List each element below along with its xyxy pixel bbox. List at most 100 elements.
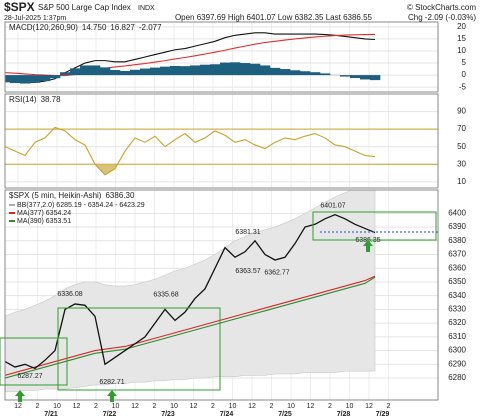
panel: [5, 22, 438, 92]
y-tick-label: 6290: [448, 359, 466, 368]
x-tick-label: 12: [73, 403, 81, 410]
panel-label: RSI(14): [9, 95, 37, 104]
x-tick-label: 10: [53, 403, 61, 410]
histogram-bar: [230, 62, 241, 76]
last-value: -2.077: [139, 23, 162, 32]
histogram-bar: [50, 75, 61, 79]
x-tick-label: 2: [387, 403, 391, 410]
y-tick-label: 6300: [448, 346, 466, 355]
y-tick-label: 6310: [448, 332, 466, 341]
histogram-bar: [170, 65, 181, 76]
price-annotation: 6362.77: [264, 269, 289, 276]
histogram-bar: [40, 75, 51, 82]
y-tick-label: 90: [457, 107, 466, 116]
histogram-bar: [60, 72, 71, 76]
price-annotation: 6336.08: [57, 291, 82, 298]
x-date-label: 7/24: [220, 411, 234, 418]
histogram-bar: [290, 70, 301, 76]
panel: [5, 94, 438, 188]
histogram-bar: [10, 75, 21, 84]
y-tick-label: 6400: [448, 208, 466, 217]
y-tick-label: 10: [457, 177, 466, 186]
histogram-bar: [140, 68, 151, 76]
x-date-label: 7/25: [278, 411, 292, 418]
last-value: 14.750: [82, 23, 107, 32]
series-line: [5, 33, 376, 77]
panel-frame: [4, 93, 439, 189]
overbought-fill: [5, 127, 375, 130]
y-tick-label: 6340: [448, 291, 466, 300]
y-tick-label: 6350: [448, 277, 466, 286]
y-tick-label: -5: [459, 82, 467, 91]
x-tick-label: 10: [112, 403, 120, 410]
exchange: INDX: [138, 5, 155, 12]
histogram-bar: [30, 75, 41, 83]
histogram-bar: [90, 65, 101, 76]
y-tick-label: 6390: [448, 222, 466, 231]
x-tick-label: 10: [287, 403, 295, 410]
histogram-bar: [80, 65, 91, 76]
price-annotation: 6287.27: [17, 373, 42, 380]
price-annotation: 6401.07: [320, 203, 345, 210]
panel: [5, 190, 438, 400]
y-tick-label: 6320: [448, 318, 466, 327]
panel-label: $SPX (5 min, Heikin-Ashi): [9, 191, 102, 200]
histogram-bar: [280, 69, 291, 76]
histogram-bar: [240, 63, 251, 76]
legend-entry: MA(390) 6353.51: [17, 218, 71, 225]
y-tick-label: 5: [462, 58, 467, 67]
histogram-bar: [320, 73, 331, 76]
x-date-label: 7/29: [376, 411, 390, 418]
histogram-bar: [180, 66, 191, 76]
x-tick-label: 10: [229, 403, 237, 410]
x-tick-label: 12: [248, 403, 256, 410]
arrow: [363, 240, 373, 252]
histogram-bar: [100, 67, 111, 76]
y-tick-label: 70: [457, 124, 466, 133]
annotation-box: [57, 307, 221, 391]
histogram-bar: [130, 69, 141, 76]
x-tick-label: 12: [307, 403, 315, 410]
date: 28-Jul-2025 1:37pm: [4, 15, 66, 22]
index-name: S&P 500 Large Cap Index: [38, 3, 131, 12]
histogram-bar: [150, 67, 161, 76]
x-tick-label: 12: [14, 403, 22, 410]
x-date-label: 7/21: [44, 411, 58, 418]
legend-entry: BB(377,2.0) 6285.19 - 6354.24 - 6423.29: [17, 202, 145, 209]
histogram-bar: [20, 75, 31, 84]
panel-label: MACD(120,260,90): [9, 23, 78, 32]
x-tick-label: 12: [131, 403, 139, 410]
annotation-box: [0, 337, 68, 386]
x-tick-label: 2: [36, 403, 40, 410]
histogram-bar: [5, 75, 11, 83]
x-tick-label: 10: [170, 403, 178, 410]
y-tick-label: 6360: [448, 263, 466, 272]
y-tick-label: 6280: [448, 373, 466, 382]
histogram-bar: [110, 70, 121, 76]
histogram-bar: [200, 64, 211, 76]
x-tick-label: 2: [328, 403, 332, 410]
credit: © StockCharts.com: [407, 3, 476, 12]
y-tick-label: 20: [457, 22, 466, 31]
x-tick-label: 12: [365, 403, 373, 410]
y-tick-label: 6380: [448, 236, 466, 245]
last-value: 6386.30: [105, 191, 134, 200]
x-tick-label: 10: [346, 403, 354, 410]
bollinger-band: [5, 190, 376, 393]
legend-entry: MA(377) 6354.24: [17, 210, 71, 217]
histogram-bar: [340, 75, 351, 77]
histogram-bar: [70, 68, 81, 76]
series-line: [5, 32, 376, 83]
price-annotation: 6335.68: [153, 291, 178, 298]
histogram-bar: [360, 75, 371, 80]
histogram-bar: [260, 65, 271, 76]
x-tick-label: 2: [153, 403, 157, 410]
x-tick-label: 2: [211, 403, 215, 410]
arrow: [107, 390, 117, 402]
x-date-label: 7/22: [103, 411, 117, 418]
x-date-label: 7/28: [337, 411, 351, 418]
x-tick-label: 12: [190, 403, 198, 410]
series-line: [5, 126, 376, 176]
